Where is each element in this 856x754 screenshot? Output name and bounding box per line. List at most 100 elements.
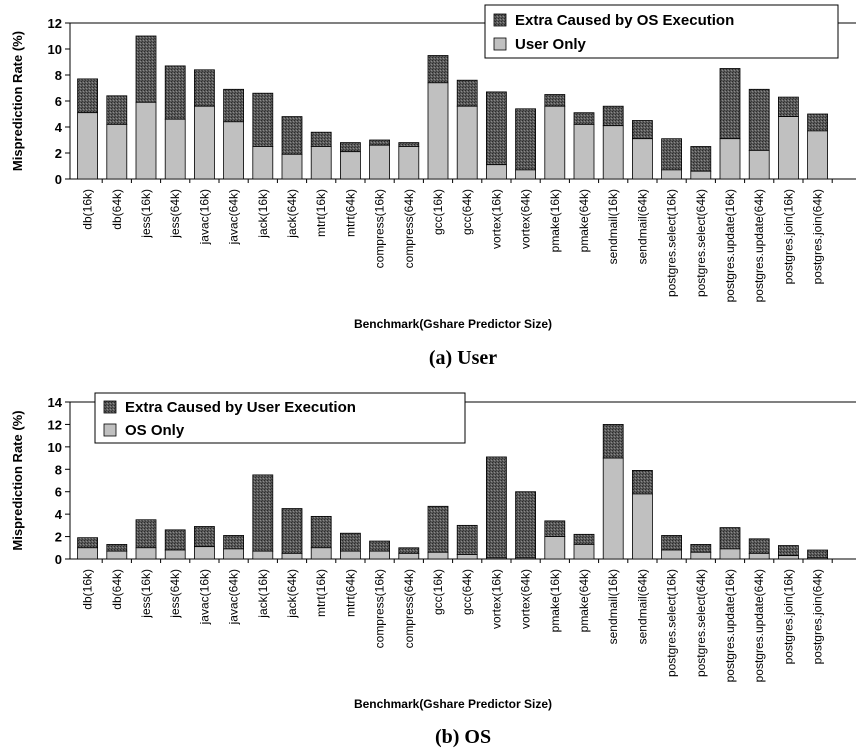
- x-tick-label: pmake(64k): [577, 189, 591, 252]
- bar-segment-base: [456, 554, 478, 560]
- bar-segment-extra: [515, 491, 536, 559]
- bar-segment-base: [573, 124, 595, 180]
- bar-segment-extra: [690, 146, 712, 172]
- bar-segment-base: [456, 105, 478, 180]
- bar-segment-base: [135, 101, 157, 180]
- bar-segment-extra: [690, 544, 712, 553]
- bar-segment-extra: [632, 120, 653, 140]
- bar-segment-extra: [339, 532, 361, 552]
- bar-segment-base: [106, 550, 128, 560]
- bar-segment-base: [164, 118, 186, 180]
- bar-segment-base: [398, 552, 420, 560]
- bar-segment-extra: [602, 105, 624, 127]
- x-tick-label: vortex(64k): [519, 189, 533, 249]
- x-tick-label: postgres.update(16k): [723, 569, 737, 682]
- bar-segment-extra: [135, 519, 157, 549]
- bar-segment-extra: [573, 112, 595, 125]
- x-tick-label: sendmail(16k): [606, 569, 620, 644]
- bar-segment-extra: [748, 538, 770, 554]
- y-tick-label: 12: [48, 417, 62, 432]
- bar-segment-extra: [77, 537, 98, 549]
- legend-box: [484, 4, 839, 59]
- bar-segment-extra: [485, 456, 507, 559]
- legend-swatch: [103, 423, 117, 437]
- bar-segment-base: [310, 547, 332, 560]
- bar-segment-extra: [485, 91, 507, 166]
- bar-segment-base: [661, 549, 682, 560]
- x-tick-label: gcc(16k): [431, 189, 445, 235]
- x-tick-label: db(64k): [110, 189, 124, 230]
- bar-segment-extra: [281, 116, 303, 155]
- bar-segment-base: [544, 536, 566, 560]
- x-tick-label: compress(16k): [373, 189, 387, 268]
- chart-caption: (a) User: [429, 347, 497, 369]
- x-tick-label: mtrt(64k): [343, 569, 357, 617]
- bar-segment-extra: [807, 113, 828, 132]
- y-tick-label: 14: [48, 395, 63, 410]
- x-tick-label: db(64k): [110, 569, 124, 610]
- bar-segment-extra: [223, 535, 245, 550]
- chart-os: 0 2 4 6 8 10 12 14 db(16k) db(64k) jess(16k) jess(6…: [10, 392, 856, 748]
- y-tick-label: 2: [55, 530, 62, 545]
- x-tick-label: postgres.join(16k): [781, 569, 795, 664]
- bar-segment-base: [339, 151, 361, 180]
- legend-swatch: [493, 13, 507, 27]
- bar-segment-base: [485, 557, 507, 560]
- bar-segment-extra: [135, 35, 157, 103]
- bar-segment-extra: [778, 545, 799, 557]
- bar-segment-extra: [398, 547, 420, 554]
- x-tick-label: javac(64k): [227, 189, 241, 245]
- x-tick-label: mtrt(16k): [314, 569, 328, 617]
- bar-segment-extra: [719, 68, 741, 140]
- y-tick-label: 6: [55, 94, 62, 109]
- bar-segment-extra: [544, 94, 566, 107]
- chart-caption: (b) OS: [435, 726, 491, 748]
- y-tick-label: 4: [55, 507, 63, 522]
- bar-segment-base: [719, 138, 741, 180]
- x-tick-label: vortex(16k): [489, 189, 503, 249]
- bar-segment-base: [602, 457, 624, 560]
- bar-segment-base: [223, 121, 245, 180]
- bar-segment-extra: [252, 474, 274, 552]
- bar-segment-extra: [106, 544, 128, 552]
- bar-segment-extra: [310, 131, 332, 147]
- bar-segment-extra: [398, 142, 420, 147]
- bar-segment-extra: [252, 92, 274, 147]
- y-tick-label: 4: [55, 120, 63, 135]
- x-tick-label: mtrt(16k): [314, 189, 328, 237]
- x-tick-label: postgres.select(16k): [665, 569, 679, 677]
- bar-segment-base: [77, 547, 98, 560]
- x-tick-label: jack(16k): [256, 569, 270, 619]
- bar-segment-base: [544, 105, 566, 180]
- bar-segment-base: [515, 557, 536, 560]
- x-tick-label: sendmail(64k): [635, 569, 649, 644]
- bar-segment-base: [427, 82, 449, 180]
- bar-segment-extra: [106, 95, 128, 125]
- x-tick-label: javac(16k): [197, 189, 211, 245]
- y-axis-label: Misprediction Rate (%): [10, 31, 25, 171]
- x-tick-label: db(16k): [81, 569, 95, 610]
- bar-segment-extra: [456, 79, 478, 107]
- bar-segment-extra: [748, 88, 770, 151]
- x-axis-label: Benchmark(Gshare Predictor Size): [354, 317, 552, 331]
- bar-segment-extra: [456, 524, 478, 555]
- bar-segment-extra: [427, 55, 449, 84]
- bar-segment-extra: [193, 69, 215, 107]
- bar-segment-base: [164, 549, 186, 560]
- x-tick-label: postgres.select(16k): [665, 189, 679, 297]
- bar-segment-base: [369, 550, 391, 560]
- chart-user: 0 2 4 6 8 10 12 db(16k) db(64k) jess(16k) jess(64k…: [10, 4, 856, 369]
- bar-segment-extra: [77, 78, 98, 114]
- legend-label: Extra Caused by OS Execution: [515, 12, 734, 29]
- bar-segment-base: [281, 153, 303, 180]
- x-tick-label: pmake(64k): [577, 569, 591, 632]
- bar-segment-base: [223, 548, 245, 560]
- x-tick-label: javac(64k): [227, 569, 241, 625]
- x-tick-label: jess(16k): [139, 569, 153, 619]
- y-tick-label: 2: [55, 146, 62, 161]
- bar-segment-base: [427, 551, 449, 560]
- legend-swatch: [493, 37, 507, 51]
- x-tick-label: compress(64k): [402, 189, 416, 268]
- x-tick-label: sendmail(16k): [606, 189, 620, 264]
